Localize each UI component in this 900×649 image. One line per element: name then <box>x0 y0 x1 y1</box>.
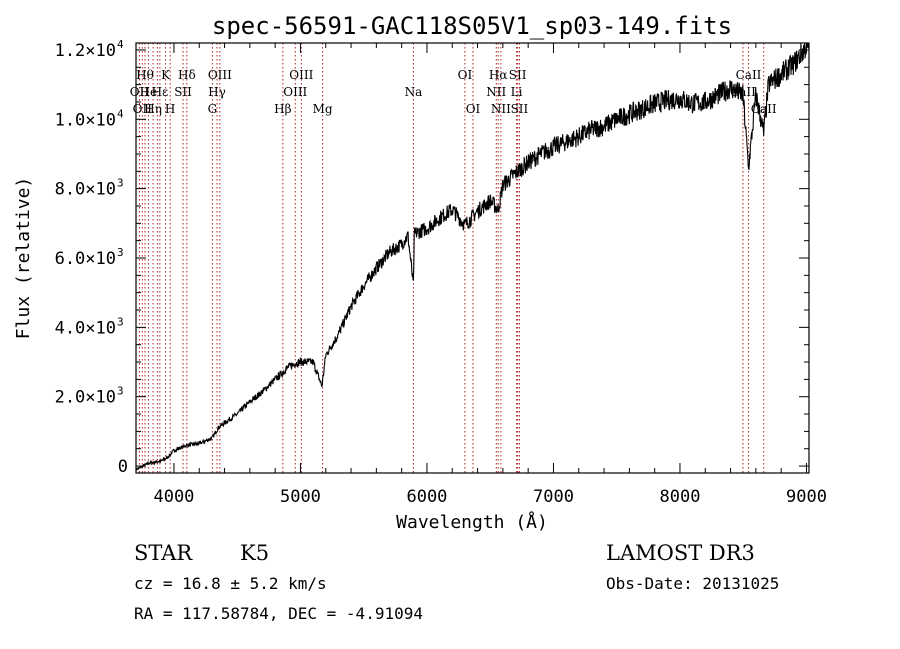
x-tick-label: 5000 <box>280 487 321 507</box>
line-label: K <box>161 68 171 82</box>
line-label: Mg <box>313 102 333 116</box>
x-tick-label: 6000 <box>406 487 447 507</box>
y-tick-exponent: 3 <box>117 246 124 259</box>
line-label: OIII <box>283 85 307 99</box>
y-tick-label: 2.0×10 <box>55 388 116 408</box>
line-label: Hγ <box>208 85 226 99</box>
line-label: Hθ <box>136 68 154 82</box>
y-axis-label: Flux (relative) <box>13 177 34 340</box>
object-class: STAR <box>134 541 193 565</box>
ra-dec: RA = 117.58784, DEC = -4.91094 <box>134 604 423 623</box>
y-tick-label: 0 <box>118 457 128 477</box>
line-label: OII <box>130 85 150 99</box>
x-tick-label: 8000 <box>659 487 700 507</box>
line-label: CaII <box>736 68 762 82</box>
line-label: Hβ <box>274 102 291 116</box>
line-label: OIII <box>289 68 313 82</box>
y-tick-exponent: 3 <box>117 177 124 190</box>
line-label: Na <box>405 85 423 99</box>
line-label: SII <box>509 68 527 82</box>
line-label: Hε <box>152 85 169 99</box>
y-tick-exponent: 3 <box>117 385 124 398</box>
chart-title: spec-56591-GAC118S05V1_sp03-149.fits <box>212 12 732 40</box>
line-label: SII <box>511 102 529 116</box>
line-label: OI <box>458 68 473 82</box>
x-tick-label: 4000 <box>153 487 194 507</box>
x-axis-ticks: 4000 5000 6000 7000 8000 9000 <box>153 43 827 507</box>
y-tick-label: 8.0×10 <box>55 180 116 200</box>
y-tick-label: 4.0×10 <box>55 318 116 338</box>
x-axis-label: Wavelength (Å) <box>396 511 548 533</box>
line-label: NII <box>486 85 506 99</box>
y-tick-label: 6.0×10 <box>55 249 116 269</box>
x-tick-label: 9000 <box>786 487 827 507</box>
x-tick-label: 7000 <box>533 487 574 507</box>
line-label: Hδ <box>178 68 196 82</box>
line-label: Hα <box>489 68 508 82</box>
y-tick-label: 1.2×10 <box>55 41 116 61</box>
line-label: NII <box>491 102 511 116</box>
line-label: G <box>208 102 218 116</box>
line-label: Hη <box>144 102 162 116</box>
obs-date: Obs-Date: 20131025 <box>606 574 779 593</box>
line-label: OIII <box>208 68 232 82</box>
y-tick-label: 1.0×10 <box>55 110 116 130</box>
line-label: H <box>165 102 175 116</box>
spectrum-series <box>135 42 810 471</box>
line-label: Li <box>511 85 523 99</box>
spectrum-line <box>135 42 810 471</box>
redshift-cz: cz = 16.8 ± 5.2 km/s <box>134 574 327 593</box>
emission-line-labels: OII OII Hθ He Hη Hε K H SII Hδ G Hγ OIII Hβ OIII OIII Mg… <box>130 68 777 116</box>
y-tick-exponent: 3 <box>117 315 124 328</box>
survey-name: LAMOST DR3 <box>606 541 755 565</box>
object-subclass: K5 <box>240 541 269 565</box>
y-axis-ticks: 02.0×10 34.0×10 36.0×10 38.0×10 31.0×10 41.2×… <box>55 38 809 477</box>
y-tick-exponent: 4 <box>117 107 124 120</box>
line-label: OII <box>133 102 153 116</box>
line-label: SII <box>174 85 192 99</box>
line-label: OI <box>466 102 481 116</box>
y-tick-exponent: 4 <box>117 38 124 51</box>
line-label: He <box>140 85 158 99</box>
